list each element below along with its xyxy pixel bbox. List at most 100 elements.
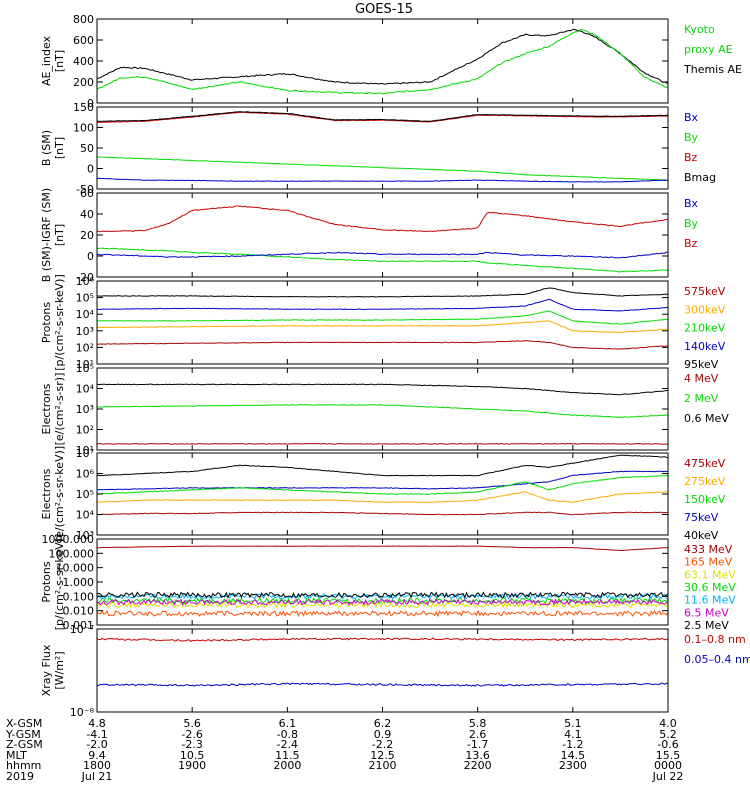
y-axis-label: [p/(cm²-s-sr-keV)] <box>53 534 66 631</box>
x-axis-value: -2.6 <box>181 728 202 741</box>
series-line-ae-1 <box>96 28 669 95</box>
x-axis-row-label: Z-GSM <box>6 738 43 751</box>
y-tick-label: 200 <box>73 76 94 89</box>
x-axis-value: 0000 <box>654 759 682 772</box>
legend-entry: Themis AE <box>683 63 742 76</box>
series-line-protons1-4 <box>97 339 669 350</box>
y-tick-label: 60 <box>80 187 94 200</box>
x-axis-row-label: Y-GSM <box>5 728 41 741</box>
series-line-protons2-3 <box>96 596 669 605</box>
y-axis-label: B (SM) <box>40 130 53 166</box>
x-axis-value: 11.5 <box>275 749 300 762</box>
x-axis-value: 13.6 <box>465 749 490 762</box>
y-axis-label: Xray Flux <box>40 644 53 696</box>
panel-bigrf: 60 40 20 0 -20 B (SM)-IGRF (SM) [nT] Bx By Bz <box>40 187 699 284</box>
x-axis-value: 1800 <box>83 759 111 772</box>
panel-frame <box>96 367 669 451</box>
legend-entry: 6.5 MeV <box>684 606 729 619</box>
y-tick-label: 10⁶ <box>76 275 95 288</box>
y-tick-label: 40 <box>80 208 94 221</box>
legend-entry: 95keV <box>684 358 719 371</box>
panel-electrons2: 10⁷ 10⁶ 10⁵ 10⁴ 10³ Electrons [e/(cm²-s-sr-keV… <box>40 446 726 542</box>
x-axis-row-label: MLT <box>6 749 27 762</box>
panel-xray: 10⁻⁷ 10⁻⁸ Xray Flux [W/m²] 0.1–0.8 nm 0.05–0.… <box>40 623 750 719</box>
y-tick-label: 10⁻⁷ <box>70 623 94 636</box>
y-tick-label: 50 <box>80 142 94 155</box>
series-line-electrons1-0 <box>96 383 668 396</box>
panel-frame <box>96 538 669 626</box>
series-line-bsm-3 <box>96 177 669 183</box>
y-tick-label: 10.000 <box>56 562 95 575</box>
y-tick-label: 10⁵ <box>76 292 94 305</box>
series-line-electrons2-2 <box>97 474 669 495</box>
series-line-protons2-5 <box>96 598 669 606</box>
y-tick-label: 400 <box>73 55 94 68</box>
legend-entry: Bx <box>684 111 699 124</box>
legend-entry: 575keV <box>684 285 726 298</box>
y-axis-label: [e/(cm²-s-sr)] <box>53 373 66 446</box>
panel-ae: 800 600 400 200 0 AE_index [nT] Kyoto proxy AE Th… <box>40 13 742 110</box>
x-axis-value: 5.8 <box>469 717 487 730</box>
legend-entry: 2.5 MeV <box>684 619 729 632</box>
legend-entry: 475keV <box>684 457 726 470</box>
y-axis-label: Electrons <box>40 383 53 434</box>
y-tick-label: 10¹ <box>76 444 94 457</box>
legend-entry: 165 MeV <box>684 556 733 569</box>
x-axis-value: 9.4 <box>88 749 106 762</box>
x-axis-value: 5.1 <box>564 717 582 730</box>
x-axis-value: Jul 21 <box>81 770 113 783</box>
y-axis-label: B (SM)-IGRF (SM) <box>40 188 53 282</box>
x-axis-value: 6.1 <box>279 717 297 730</box>
x-axis-value: -2.4 <box>277 738 298 751</box>
y-tick-label: 0 <box>87 250 94 263</box>
legend-entry: 300keV <box>684 303 726 316</box>
x-axis-value: 6.2 <box>374 717 392 730</box>
series-line-protons2-2 <box>96 600 669 609</box>
y-tick-label: 10⁻⁸ <box>70 706 95 719</box>
y-tick-label: 150 <box>73 101 94 114</box>
series-line-bsm-2 <box>96 156 669 181</box>
legend-entry: By <box>684 217 699 230</box>
y-tick-label: 10⁷ <box>76 447 94 460</box>
legend-entry: 30.6 MeV <box>684 581 736 594</box>
series-line-protons2-6 <box>96 591 669 599</box>
series-line-bigrf-0 <box>96 205 669 233</box>
y-tick-label: -20 <box>76 271 94 284</box>
x-axis-value: 4.8 <box>88 717 106 730</box>
series-line-protons1-2 <box>96 310 668 325</box>
x-axis-value: 2300 <box>559 759 587 772</box>
legend-entry: Bx <box>684 197 699 210</box>
panel-electrons1: 10⁵ 10⁴ 10³ 10² 10¹ Electrons [e/(cm²-s-sr)] 4 … <box>40 362 729 457</box>
series-line-electrons1-1 <box>97 404 669 418</box>
series-line-ae-0 <box>96 28 669 85</box>
x-axis-value: -1.2 <box>562 738 583 751</box>
x-axis-value: 4.0 <box>659 717 677 730</box>
y-tick-label: 10¹ <box>76 358 94 371</box>
x-axis-value: 10.5 <box>180 749 205 762</box>
series-line-bsm-1 <box>96 111 669 122</box>
legend-entry: By <box>684 131 699 144</box>
legend-entry: 150keV <box>684 493 726 506</box>
legend-entry: Bmag <box>684 171 716 184</box>
x-axis-row-label: hhmm <box>6 759 41 772</box>
y-tick-label: 800 <box>73 13 94 26</box>
x-axis-value: -2.0 <box>86 738 107 751</box>
y-axis-label: [e/(cm²-s-sr-keV)] <box>53 446 66 542</box>
y-tick-label: 10⁴ <box>76 383 95 396</box>
legend-entry: 11.6 MeV <box>684 594 736 607</box>
x-axis-value: Jul 22 <box>652 770 684 783</box>
y-tick-label: 600 <box>73 34 94 47</box>
y-axis-label: [nT] <box>53 50 66 72</box>
x-axis-value: -2.2 <box>372 738 393 751</box>
y-tick-label: 10² <box>76 341 94 354</box>
y-axis-label: [W/m²] <box>53 651 66 689</box>
legend-entry: 275keV <box>684 475 726 488</box>
y-tick-label: 10³ <box>76 325 94 338</box>
x-axis-value: 12.5 <box>370 749 395 762</box>
x-axis-value: -4.1 <box>86 728 107 741</box>
x-axis-value: 4.1 <box>564 728 582 741</box>
y-tick-label: 1000.000 <box>42 533 95 546</box>
